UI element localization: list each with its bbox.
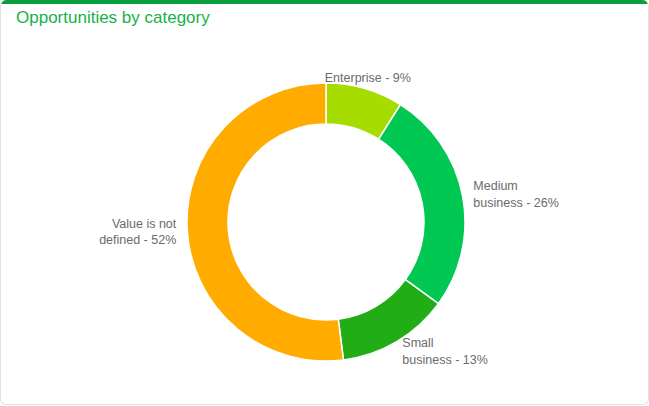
data-label: Mediumbusiness - 26% <box>473 179 558 210</box>
slice <box>338 280 438 360</box>
slices <box>187 83 465 361</box>
chart-area: Enterprise - 9% Mediumbusiness - 26% Small… <box>1 0 649 405</box>
data-label: Smallbusiness - 13% <box>402 336 487 367</box>
slice <box>187 83 343 361</box>
labels: Enterprise - 9% Mediumbusiness - 26% Small… <box>99 71 559 366</box>
data-label: Enterprise - 9% <box>325 71 411 85</box>
slice <box>379 105 465 304</box>
chart-title: Opportunities by category <box>16 8 210 28</box>
data-label: Value is notdefined - 52% <box>99 217 177 248</box>
top-bar <box>1 0 648 4</box>
card: Opportunities by category Enterprise - 9… <box>0 0 649 405</box>
